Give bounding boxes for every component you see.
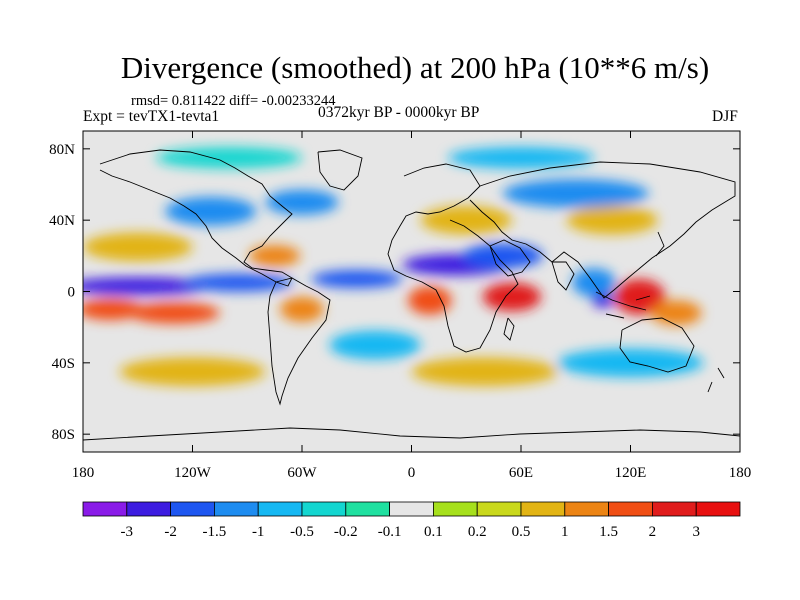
colorbar-label-8: 0.2 — [468, 524, 487, 540]
colorbar-label-9: 0.5 — [512, 524, 531, 540]
field-cell-0 — [83, 277, 211, 296]
colorbar-swatch-10 — [520, 501, 566, 517]
field-cell-5 — [572, 268, 616, 297]
australia-coastline — [619, 317, 695, 373]
colorbar-swatch-12 — [608, 501, 653, 517]
x-tick-label: 60E — [509, 465, 533, 481]
field-cell-2 — [311, 270, 403, 288]
madagascar-coastline — [503, 317, 515, 341]
colorbar-label-4: -0.5 — [290, 524, 314, 540]
field-cell-18 — [165, 196, 257, 226]
colorbar-swatch-14 — [695, 501, 741, 517]
colorbar-label-12: 2 — [649, 524, 657, 540]
colorbar-label-7: 0.1 — [424, 524, 443, 540]
field-cell-26 — [448, 147, 594, 169]
stats-label: rmsd= 0.811422 diff= -0.00233244 — [131, 93, 336, 109]
x-tick-label: 180 — [72, 465, 95, 481]
colorbar-label-2: -1.5 — [203, 524, 227, 540]
north-america-coastline — [99, 149, 293, 287]
colorbar-swatch-0 — [82, 501, 128, 517]
colorbar-swatch-11 — [564, 501, 609, 517]
field-cell-24 — [557, 348, 704, 378]
x-tick-label: 180 — [729, 465, 752, 481]
field-cell-4 — [462, 243, 543, 269]
x-tick-label: 0 — [408, 465, 416, 481]
india-coastline — [551, 261, 575, 291]
colorbar-swatch-2 — [170, 501, 215, 517]
field-cell-10 — [407, 286, 452, 315]
field-cell-15 — [83, 232, 193, 262]
field-cell-23 — [329, 330, 421, 360]
field-cell-16 — [420, 205, 512, 235]
field-cell-12 — [614, 279, 666, 315]
colorbar-swatch-6 — [345, 501, 390, 517]
field-cell-11 — [482, 282, 542, 312]
period-label: 0372kyr BP - 0000kyr BP — [318, 104, 480, 121]
colorbar-label-5: -0.2 — [334, 524, 358, 540]
colorbar-label-3: -1 — [252, 524, 265, 540]
field-cell-1 — [183, 273, 293, 292]
colorbar-label-1: -2 — [164, 524, 177, 540]
colorbar-swatch-8 — [432, 501, 478, 517]
y-tick-label: 80S — [52, 427, 75, 443]
field-cell-6 — [592, 293, 615, 308]
x-tick-label: 60W — [287, 465, 317, 481]
axes: 180 120W 60W 0 60E 120E 180 80N 40N 0 40S 80S — [49, 131, 751, 481]
field-cell-22 — [411, 357, 558, 387]
field-cell-20 — [502, 179, 649, 208]
colorbar-swatch-5 — [301, 501, 347, 517]
colorbar-swatch-9 — [476, 501, 522, 517]
field-cell-19 — [265, 189, 339, 215]
colorbar-swatch-7 — [389, 501, 434, 517]
x-tick-label: 120E — [615, 465, 647, 481]
y-tick-label: 40N — [49, 213, 75, 229]
japan-coastline — [655, 231, 665, 257]
colorbar-label-10: 1 — [561, 524, 569, 540]
greenland-coastline — [317, 149, 363, 191]
field-cell-17 — [566, 205, 658, 235]
field-cell-14 — [249, 245, 301, 267]
x-tick-label: 120W — [174, 465, 212, 481]
field-cell-21 — [119, 357, 266, 387]
antarctica-coastline — [83, 427, 740, 441]
field-cell-7 — [83, 298, 144, 321]
colorbar-label-6: -0.1 — [378, 524, 402, 540]
indonesia-coastline — [595, 291, 651, 319]
y-tick-label: 40S — [52, 356, 75, 372]
new-zealand-coastline — [707, 367, 725, 393]
europe-africa-coastline — [387, 163, 519, 353]
y-tick-label: 80N — [49, 142, 75, 158]
field-cell-9 — [280, 296, 324, 322]
colorbar-label-11: 1.5 — [599, 524, 618, 540]
colorbar-swatch-3 — [213, 501, 259, 517]
chart-title: Divergence (smoothed) at 200 hPa (10**6 … — [120, 50, 710, 85]
colorbar-label-0: -3 — [121, 524, 134, 540]
field-cell-8 — [128, 302, 220, 324]
colorbar-swatch-13 — [652, 501, 697, 517]
coastlines — [83, 149, 740, 441]
experiment-label: Expt = tevTX1-tevta1 — [83, 108, 220, 125]
asia-coastline — [469, 161, 736, 299]
colorbar-swatch-1 — [126, 501, 172, 517]
arabia-coastline — [489, 239, 531, 277]
divergence-field — [83, 147, 704, 387]
season-label: DJF — [712, 108, 738, 125]
y-tick-label: 0 — [68, 285, 76, 301]
south-america-coastline — [267, 277, 331, 406]
field-cell-13 — [650, 300, 702, 326]
colorbar: -3 -2 -1.5 -1 -0.5 -0.2 -0.1 0.1 0.2 0.5 1 1.5 2 3 — [82, 501, 741, 540]
colorbar-label-13: 3 — [692, 524, 700, 540]
colorbar-swatch-4 — [257, 501, 303, 517]
